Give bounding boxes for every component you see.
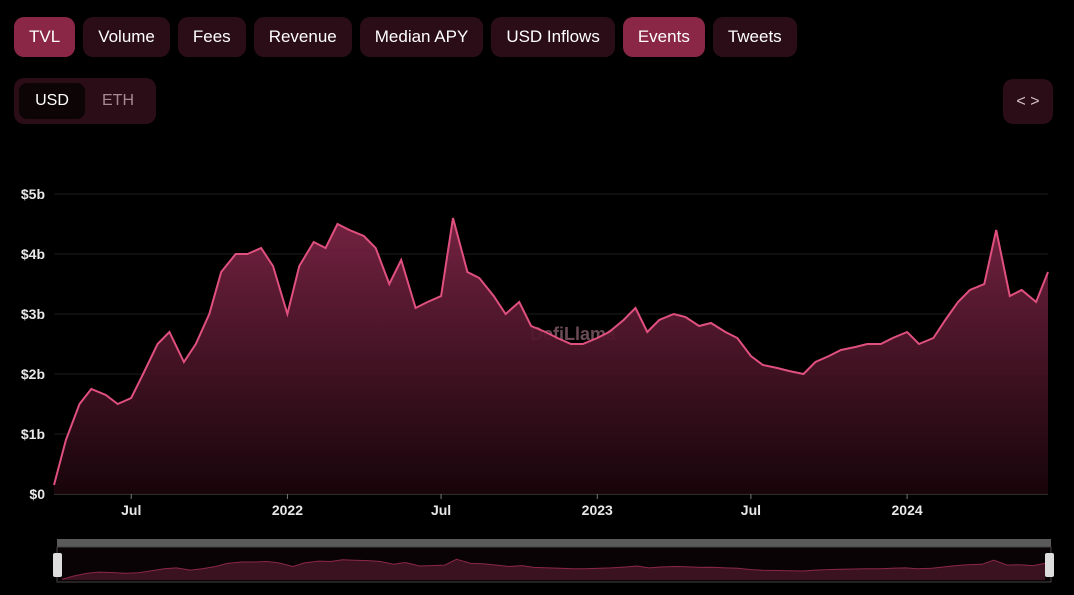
tab-usd-inflows[interactable]: USD Inflows (491, 17, 615, 57)
currency-toggle: USD ETH (14, 78, 156, 124)
tab-revenue[interactable]: Revenue (253, 17, 352, 57)
slider-preview-line (61, 558, 1046, 580)
x-tick-label: 2023 (582, 502, 613, 518)
x-tick-label: Jul (121, 502, 141, 518)
metric-tabs: TVL Volume Fees Revenue Median APY USD Inflow… (14, 17, 797, 57)
y-tick-label: $2b (21, 366, 45, 382)
slider-top-bar[interactable] (57, 539, 1051, 547)
x-tick-label: Jul (431, 502, 451, 518)
tab-events[interactable]: Events (622, 17, 705, 57)
tab-fees[interactable]: Fees (177, 17, 246, 57)
y-tick-label: $0 (29, 486, 45, 502)
y-tick-label: $3b (21, 306, 45, 322)
y-tick-label: $5b (21, 186, 45, 202)
eth-option[interactable]: ETH (102, 92, 134, 109)
embed-button[interactable]: < > (1003, 79, 1053, 124)
slider-preview-area (62, 559, 1045, 580)
y-axis: $0 $1b $2b $3b $4b $5b (21, 186, 45, 502)
y-tick-label: $4b (21, 246, 45, 262)
slider-right-handle[interactable] (1045, 553, 1054, 577)
tab-tweets[interactable]: Tweets (712, 17, 797, 57)
tvl-area (54, 218, 1048, 494)
tvl-line (53, 217, 1049, 486)
tab-volume[interactable]: Volume (83, 17, 170, 57)
range-slider[interactable] (53, 539, 1054, 583)
x-tick-label: 2024 (892, 502, 923, 518)
y-tick-label: $1b (21, 426, 45, 442)
tab-median-apy[interactable]: Median APY (359, 17, 484, 57)
x-tick-label: 2022 (272, 502, 303, 518)
x-axis: Jul 2022 Jul 2023 Jul 2024 (121, 494, 923, 518)
tab-tvl[interactable]: TVL (14, 17, 76, 57)
usd-option[interactable]: USD (19, 83, 85, 119)
code-icon: < > (1016, 92, 1040, 110)
slider-left-handle[interactable] (53, 553, 62, 577)
x-tick-label: Jul (741, 502, 761, 518)
